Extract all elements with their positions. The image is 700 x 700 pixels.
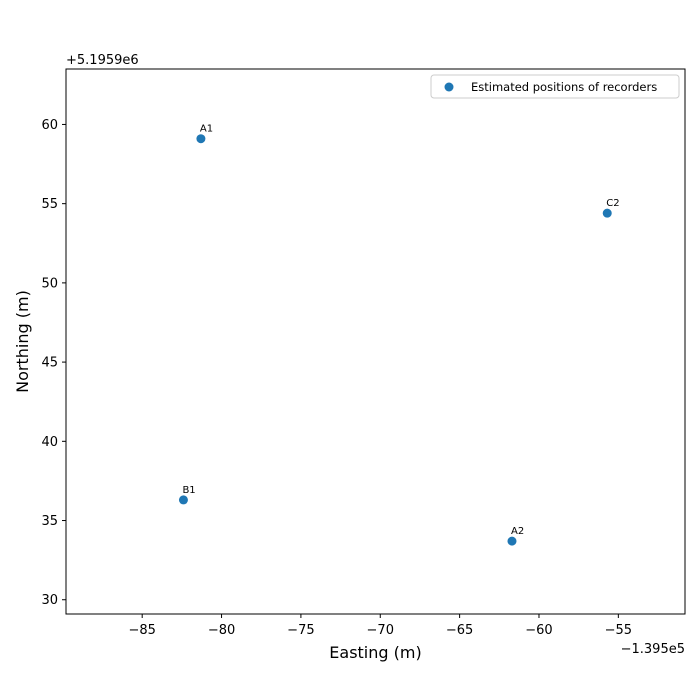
data-point <box>178 495 188 505</box>
y-tick-label: 40 <box>41 435 58 450</box>
point-label: A2 <box>511 526 524 537</box>
data-point <box>602 208 612 218</box>
x-tick-label: −70 <box>367 623 394 638</box>
legend-marker <box>444 82 454 92</box>
legend-entry-label: Estimated positions of recorders <box>471 80 657 94</box>
x-tick-label: −85 <box>128 623 155 638</box>
x-offset-label: −1.395e5 <box>621 642 685 657</box>
x-axis-label: Easting (m) <box>329 643 421 662</box>
y-tick-label: 50 <box>41 276 58 291</box>
legend: Estimated positions of recorders <box>430 74 680 99</box>
plot-area <box>65 68 686 615</box>
point-label: C2 <box>606 198 619 209</box>
data-point <box>196 134 206 144</box>
data-point <box>507 536 517 546</box>
y-tick-label: 30 <box>41 593 58 608</box>
x-tick-label: −60 <box>525 623 552 638</box>
point-label: A1 <box>200 124 213 135</box>
x-tick-label: −65 <box>446 623 473 638</box>
legend-box <box>430 74 680 99</box>
y-tick-label: 55 <box>41 197 58 212</box>
x-tick-label: −55 <box>605 623 632 638</box>
y-axis-label: Northing (m) <box>13 290 32 393</box>
x-tick-label: −80 <box>208 623 235 638</box>
data-points <box>178 134 612 546</box>
y-axis-ticks: 30 35 40 45 50 55 60 <box>41 118 66 608</box>
point-labels: A1 C2 B1 A2 <box>182 124 619 537</box>
point-label: B1 <box>182 485 195 496</box>
y-tick-label: 35 <box>41 514 58 529</box>
x-axis-ticks: −85 −80 −75 −70 −65 −60 −55 <box>128 614 632 638</box>
y-tick-label: 60 <box>41 118 58 133</box>
y-offset-label: +5.1959e6 <box>66 53 139 68</box>
y-tick-label: 45 <box>41 356 58 371</box>
x-tick-label: −75 <box>287 623 314 638</box>
